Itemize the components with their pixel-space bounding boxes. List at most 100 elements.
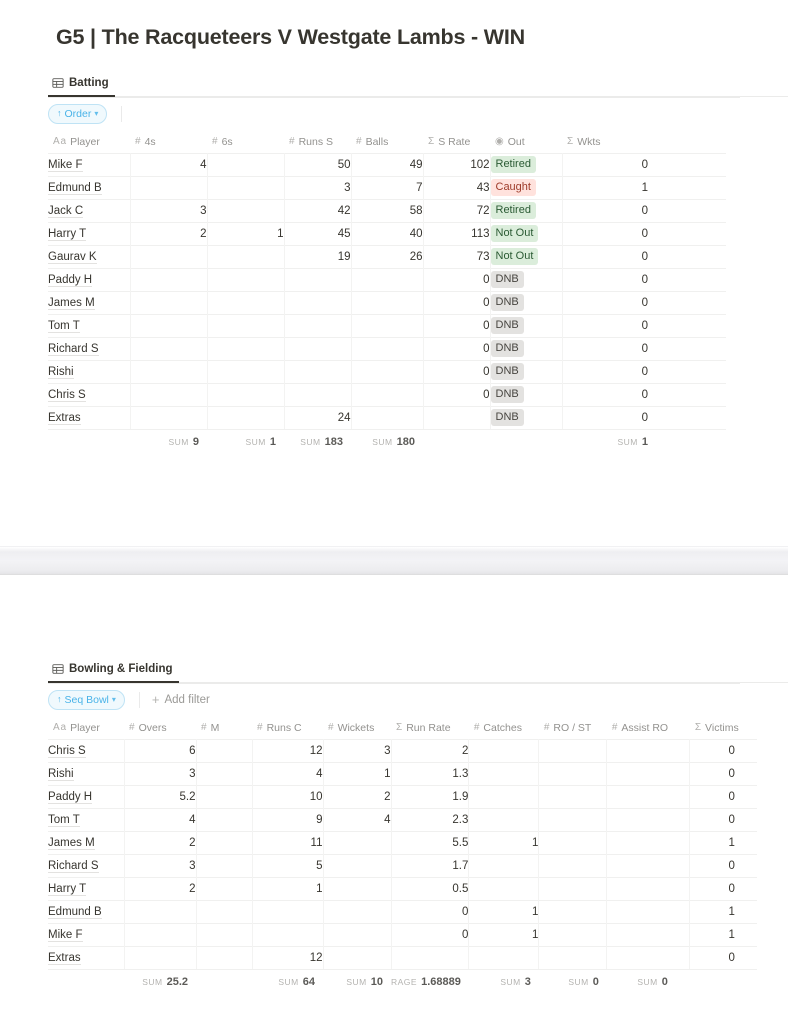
cell-out[interactable]: DNB [490, 359, 563, 383]
cell-maidens[interactable] [196, 830, 253, 854]
cell-maidens[interactable] [196, 761, 253, 785]
table-row[interactable]: Richard S 3 5 1.7 0 [48, 853, 757, 877]
cell-run-rate[interactable]: 2 [391, 738, 470, 762]
cell-wickets[interactable] [323, 853, 392, 877]
cell-maidens[interactable] [196, 807, 253, 831]
cell-ro-st[interactable] [538, 807, 608, 831]
cell-s-rate[interactable]: 0 [423, 359, 491, 383]
footer-4s[interactable]: SUM 9 [168, 436, 199, 449]
cell-victims[interactable]: 0 [689, 945, 757, 970]
cell-sixes[interactable] [207, 359, 285, 383]
cell-wickets[interactable]: 2 [323, 784, 392, 808]
cell-overs[interactable]: 4 [124, 807, 197, 831]
cell-sixes[interactable] [207, 267, 285, 291]
cell-runs-c[interactable] [252, 922, 324, 946]
cell-fours[interactable] [130, 244, 208, 268]
cell-balls[interactable] [351, 313, 424, 337]
cell-fours[interactable]: 4 [130, 152, 208, 176]
cell-runs-s[interactable] [284, 313, 352, 337]
table-row[interactable]: Chris S 6 12 3 2 0 [48, 738, 757, 762]
cell-maidens[interactable] [196, 876, 253, 900]
cell-player[interactable]: Edmund B [48, 899, 125, 923]
cell-victims[interactable]: 0 [689, 853, 757, 877]
cell-runs-s[interactable] [284, 359, 352, 383]
cell-catches[interactable] [468, 784, 540, 808]
table-row[interactable]: Tom T 4 9 4 2.3 0 [48, 807, 757, 831]
cell-catches[interactable] [468, 945, 540, 970]
table-row[interactable]: Paddy H 0 DNB 0 [48, 267, 726, 291]
table-row[interactable]: Harry T 2 1 45 40 113 Not Out 0 [48, 221, 726, 245]
cell-runs-c[interactable]: 1 [252, 876, 324, 900]
cell-victims[interactable]: 1 [689, 922, 757, 946]
cell-overs[interactable]: 3 [124, 853, 197, 877]
cell-victims[interactable]: 0 [689, 784, 757, 808]
cell-assist-ro[interactable] [606, 899, 691, 923]
cell-player[interactable]: Rishi [48, 761, 125, 785]
cell-runs-s[interactable]: 3 [284, 175, 352, 199]
cell-s-rate[interactable]: 73 [423, 244, 491, 268]
cell-wkts[interactable]: 0 [562, 244, 726, 268]
cell-victims[interactable]: 0 [689, 876, 757, 900]
cell-run-rate[interactable]: 0 [391, 922, 470, 946]
cell-player[interactable]: Extras [48, 945, 125, 970]
cell-wkts[interactable]: 0 [562, 405, 726, 430]
cell-sixes[interactable] [207, 175, 285, 199]
cell-runs-c[interactable]: 9 [252, 807, 324, 831]
cell-victims[interactable]: 0 [689, 761, 757, 785]
table-row[interactable]: Paddy H 5.2 10 2 1.9 0 [48, 784, 757, 808]
cell-catches[interactable] [468, 738, 540, 762]
cell-s-rate[interactable]: 43 [423, 175, 491, 199]
cell-assist-ro[interactable] [606, 761, 691, 785]
col-header-6s[interactable]: #6s [212, 135, 233, 148]
cell-victims[interactable]: 1 [689, 899, 757, 923]
cell-out[interactable]: Not Out [490, 244, 563, 268]
cell-ro-st[interactable] [538, 761, 608, 785]
cell-sixes[interactable] [207, 198, 285, 222]
cell-wkts[interactable]: 0 [562, 359, 726, 383]
col-header-balls[interactable]: # Balls [356, 135, 389, 148]
cell-catches[interactable] [468, 761, 540, 785]
cell-maidens[interactable] [196, 922, 253, 946]
cell-balls[interactable] [351, 382, 424, 406]
cell-s-rate[interactable]: 0 [423, 267, 491, 291]
cell-overs[interactable]: 6 [124, 738, 197, 762]
cell-wkts[interactable]: 0 [562, 313, 726, 337]
col-header-ro-st[interactable]: # RO / ST [543, 721, 592, 734]
footer-balls[interactable]: SUM 180 [372, 436, 415, 449]
cell-player[interactable]: Rishi [48, 359, 131, 383]
cell-victims[interactable]: 0 [689, 738, 757, 762]
footer-ro-st[interactable]: SUM 0 [568, 976, 599, 989]
cell-s-rate[interactable]: 0 [423, 382, 491, 406]
cell-out[interactable]: DNB [490, 267, 563, 291]
col-header-4s[interactable]: #4s [135, 135, 156, 148]
cell-runs-c[interactable]: 10 [252, 784, 324, 808]
cell-assist-ro[interactable] [606, 853, 691, 877]
cell-assist-ro[interactable] [606, 807, 691, 831]
add-filter-button[interactable]: + Add filter [152, 693, 210, 706]
cell-catches[interactable]: 1 [468, 922, 540, 946]
col-header-victims[interactable]: Σ Victims [694, 721, 739, 734]
cell-runs-s[interactable]: 24 [284, 405, 352, 430]
cell-wickets[interactable]: 4 [323, 807, 392, 831]
cell-out[interactable]: DNB [490, 382, 563, 406]
footer-6s[interactable]: SUM 1 [245, 436, 276, 449]
cell-player[interactable]: Chris S [48, 738, 125, 762]
cell-wkts[interactable]: 0 [562, 221, 726, 245]
footer-maidens[interactable] [196, 969, 252, 995]
cell-ro-st[interactable] [538, 738, 608, 762]
cell-victims[interactable]: 1 [689, 830, 757, 854]
cell-overs[interactable] [124, 945, 197, 970]
cell-runs-c[interactable]: 12 [252, 945, 324, 970]
cell-fours[interactable] [130, 313, 208, 337]
footer-overs[interactable]: SUM 25.2 [142, 976, 188, 989]
cell-catches[interactable] [468, 853, 540, 877]
cell-run-rate[interactable]: 2.3 [391, 807, 470, 831]
cell-balls[interactable] [351, 267, 424, 291]
cell-wkts[interactable]: 0 [562, 336, 726, 360]
footer-runs-s[interactable]: SUM 183 [300, 436, 343, 449]
table-row[interactable]: James M 0 DNB 0 [48, 290, 726, 314]
cell-balls[interactable]: 49 [351, 152, 424, 176]
cell-sixes[interactable] [207, 290, 285, 314]
cell-assist-ro[interactable] [606, 945, 691, 970]
cell-catches[interactable] [468, 876, 540, 900]
